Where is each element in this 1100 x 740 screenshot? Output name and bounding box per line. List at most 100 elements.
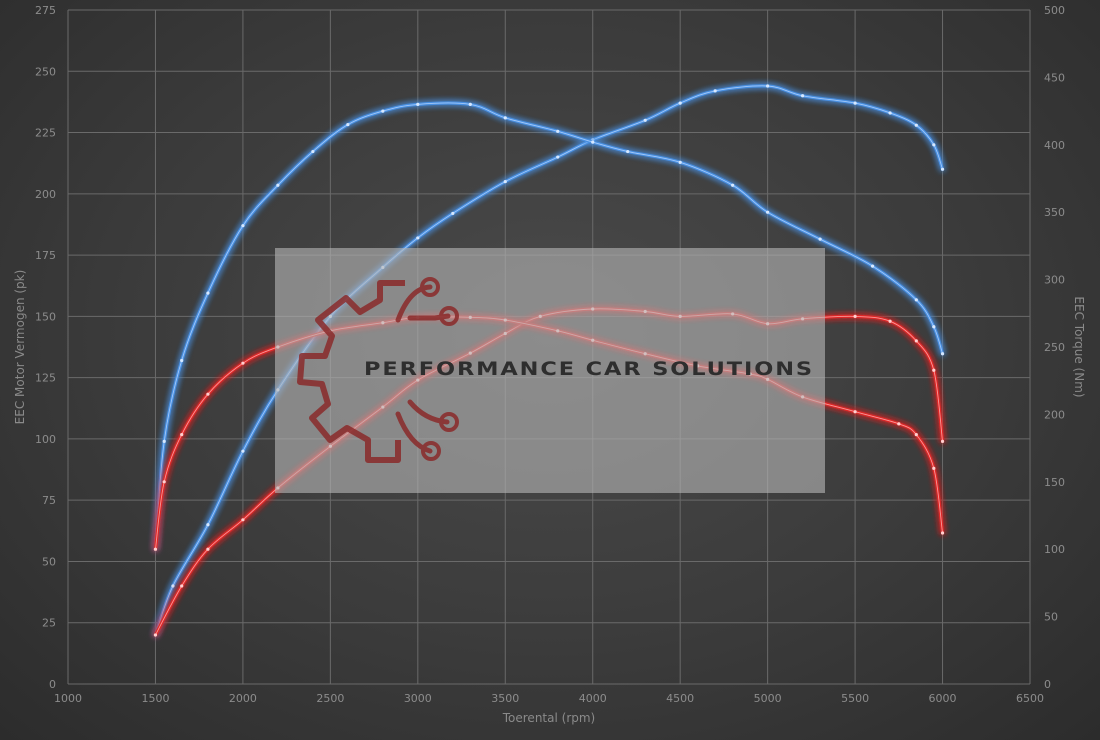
y-left-tick-label: 250: [35, 65, 56, 78]
data-point: [932, 368, 936, 372]
x-tick-label: 5500: [841, 692, 869, 705]
x-tick-label: 3500: [491, 692, 519, 705]
y-right-tick-label: 400: [1044, 139, 1065, 152]
y-right-tick-label: 100: [1044, 543, 1065, 556]
data-point: [914, 433, 918, 437]
x-tick-label: 1500: [141, 692, 169, 705]
data-point: [556, 129, 560, 133]
data-point: [678, 160, 682, 164]
x-tick-label: 4000: [579, 692, 607, 705]
y-left-tick-label: 25: [42, 617, 56, 630]
y-right-tick-label: 300: [1044, 274, 1065, 287]
data-point: [180, 433, 184, 437]
data-point: [914, 123, 918, 127]
y-left-tick-label: 125: [35, 372, 56, 385]
data-point: [897, 422, 901, 426]
data-point: [853, 410, 857, 414]
data-point: [311, 149, 315, 154]
y-right-tick-label: 150: [1044, 476, 1065, 489]
y-left-tick-label: 50: [42, 555, 56, 568]
data-point: [643, 118, 647, 122]
y-left-tick-label: 175: [35, 249, 56, 262]
data-point: [416, 236, 420, 240]
data-point: [853, 101, 857, 105]
watermark: PERFORMANCE CAR SOLUTIONS: [275, 248, 825, 493]
data-point: [914, 339, 918, 343]
data-point: [940, 352, 945, 356]
data-point: [468, 102, 472, 106]
data-point: [932, 466, 936, 470]
series-line-highlight: [155, 102, 943, 550]
data-point: [766, 210, 770, 214]
y-left-tick-label: 75: [42, 494, 56, 507]
data-point: [346, 122, 350, 127]
series-1: [153, 84, 945, 637]
axis-ticks: 1000 1500 2000 2500 3000 3500 4000 4500 5000 5500…: [35, 4, 1065, 705]
data-point: [888, 111, 892, 115]
data-point: [940, 167, 945, 171]
x-tick-label: 6500: [1016, 692, 1044, 705]
y-axis-left-title: EEC Motor Vermogen (pk): [13, 270, 27, 425]
y-left-tick-label: 225: [35, 127, 56, 140]
data-point: [206, 547, 210, 551]
y-right-tick-label: 250: [1044, 341, 1065, 354]
data-point: [153, 633, 158, 637]
data-point: [853, 314, 857, 318]
y-left-tick-label: 275: [35, 4, 56, 17]
y-right-tick-label: 200: [1044, 408, 1065, 421]
data-point: [940, 531, 945, 535]
data-point: [731, 183, 735, 187]
x-tick-label: 3000: [404, 692, 432, 705]
x-tick-label: 4500: [666, 692, 694, 705]
data-point: [626, 149, 630, 154]
data-point: [162, 439, 166, 443]
data-point: [276, 183, 280, 187]
data-point: [932, 143, 936, 147]
data-point: [870, 264, 875, 268]
x-tick-label: 1000: [54, 692, 82, 705]
x-tick-label: 2500: [316, 692, 344, 705]
data-point: [206, 291, 210, 295]
data-point: [914, 298, 918, 302]
y-right-tick-label: 500: [1044, 4, 1065, 17]
y-left-tick-label: 150: [35, 310, 56, 323]
data-point: [162, 480, 166, 484]
gear-circuit-icon: [297, 277, 459, 463]
data-point: [940, 439, 945, 443]
data-point: [503, 116, 507, 120]
data-point: [932, 325, 936, 329]
data-point: [801, 94, 805, 98]
data-point: [206, 523, 210, 527]
data-point: [591, 140, 595, 144]
data-point: [180, 584, 184, 588]
data-point: [206, 392, 210, 396]
data-point: [818, 237, 822, 241]
data-point: [241, 224, 245, 228]
y-right-tick-label: 0: [1044, 678, 1051, 691]
data-point: [416, 102, 420, 106]
y-left-tick-label: 100: [35, 433, 56, 446]
data-point: [503, 179, 507, 184]
data-point: [180, 358, 184, 363]
data-point: [241, 518, 245, 522]
data-point: [766, 84, 770, 88]
series-2: [153, 101, 945, 551]
x-tick-label: 5000: [754, 692, 782, 705]
data-point: [153, 547, 158, 551]
x-axis-title: Toerental (rpm): [502, 711, 595, 725]
y-right-tick-label: 450: [1044, 71, 1065, 84]
data-point: [241, 449, 245, 453]
data-point: [556, 155, 560, 159]
series-line-highlight: [155, 85, 943, 636]
data-point: [888, 319, 892, 323]
data-point: [171, 584, 175, 588]
data-point: [241, 361, 245, 365]
y-right-tick-label: 350: [1044, 206, 1065, 219]
y-left-tick-label: 0: [49, 678, 56, 691]
x-tick-label: 2000: [229, 692, 257, 705]
y-left-tick-label: 200: [35, 188, 56, 201]
data-point: [713, 89, 717, 93]
x-tick-label: 6000: [929, 692, 957, 705]
data-point: [451, 211, 455, 216]
